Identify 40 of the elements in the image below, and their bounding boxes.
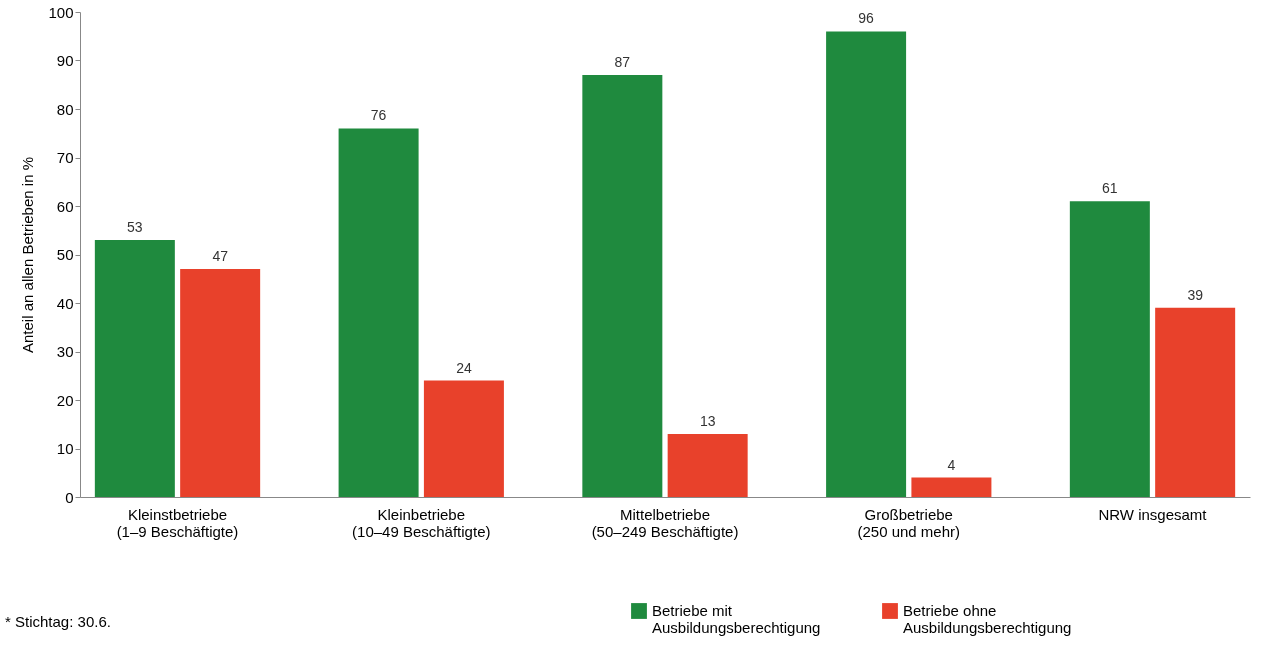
- y-tick-label: 60: [56, 197, 74, 215]
- bar: [826, 31, 907, 497]
- x-tick-label: Mittelbetriebe (50–249 Beschäftigte): [591, 505, 739, 540]
- bar: [338, 128, 419, 497]
- y-tick-label: 30: [56, 343, 74, 360]
- data-label: 87: [614, 54, 631, 71]
- data-label: 13: [699, 412, 716, 429]
- y-tick-label: 90: [56, 52, 74, 69]
- bar: [582, 75, 663, 497]
- y-tick-label: 0: [65, 488, 74, 506]
- x-tick-label: Kleinstbetriebe (1–9 Beschäftigte): [116, 505, 239, 540]
- legend-label: Betriebe mit Ausbildungsberechtigung: [652, 602, 821, 636]
- y-axis-title: Anteil an allen Betrieben in %: [19, 157, 37, 353]
- data-label: 24: [456, 359, 472, 376]
- y-tick-label: 80: [56, 100, 74, 118]
- bar: [94, 239, 175, 497]
- bar: [667, 433, 748, 497]
- y-tick-label: 40: [56, 294, 74, 312]
- bar: [1155, 307, 1236, 497]
- y-tick-label: 70: [56, 149, 74, 166]
- data-label: 53: [127, 218, 143, 235]
- legend-label: Betriebe ohne Ausbildungsberechtigung: [903, 602, 1072, 636]
- y-tick-label: 50: [56, 246, 74, 263]
- bar: [423, 380, 504, 497]
- x-tick-label: Großbetriebe (250 und mehr): [857, 505, 961, 540]
- bar: [180, 269, 261, 497]
- bar: [1069, 201, 1150, 497]
- data-label: 39: [1187, 286, 1204, 303]
- data-label: 61: [1102, 180, 1118, 197]
- bar: [911, 477, 992, 497]
- y-tick-label: 10: [56, 440, 74, 457]
- y-tick-label: 100: [48, 3, 74, 21]
- x-tick-label: NRW insgesamt: [1098, 505, 1208, 523]
- data-label: 4: [947, 456, 956, 473]
- text: * Stichtag: 30.6.: [5, 613, 111, 630]
- x-tick-label: Kleinbetriebe (10–49 Beschäftigte): [352, 505, 491, 540]
- data-label: 47: [212, 248, 229, 265]
- data-label: 76: [370, 107, 387, 124]
- data-label: 96: [858, 10, 875, 27]
- y-tick-label: 20: [56, 391, 74, 409]
